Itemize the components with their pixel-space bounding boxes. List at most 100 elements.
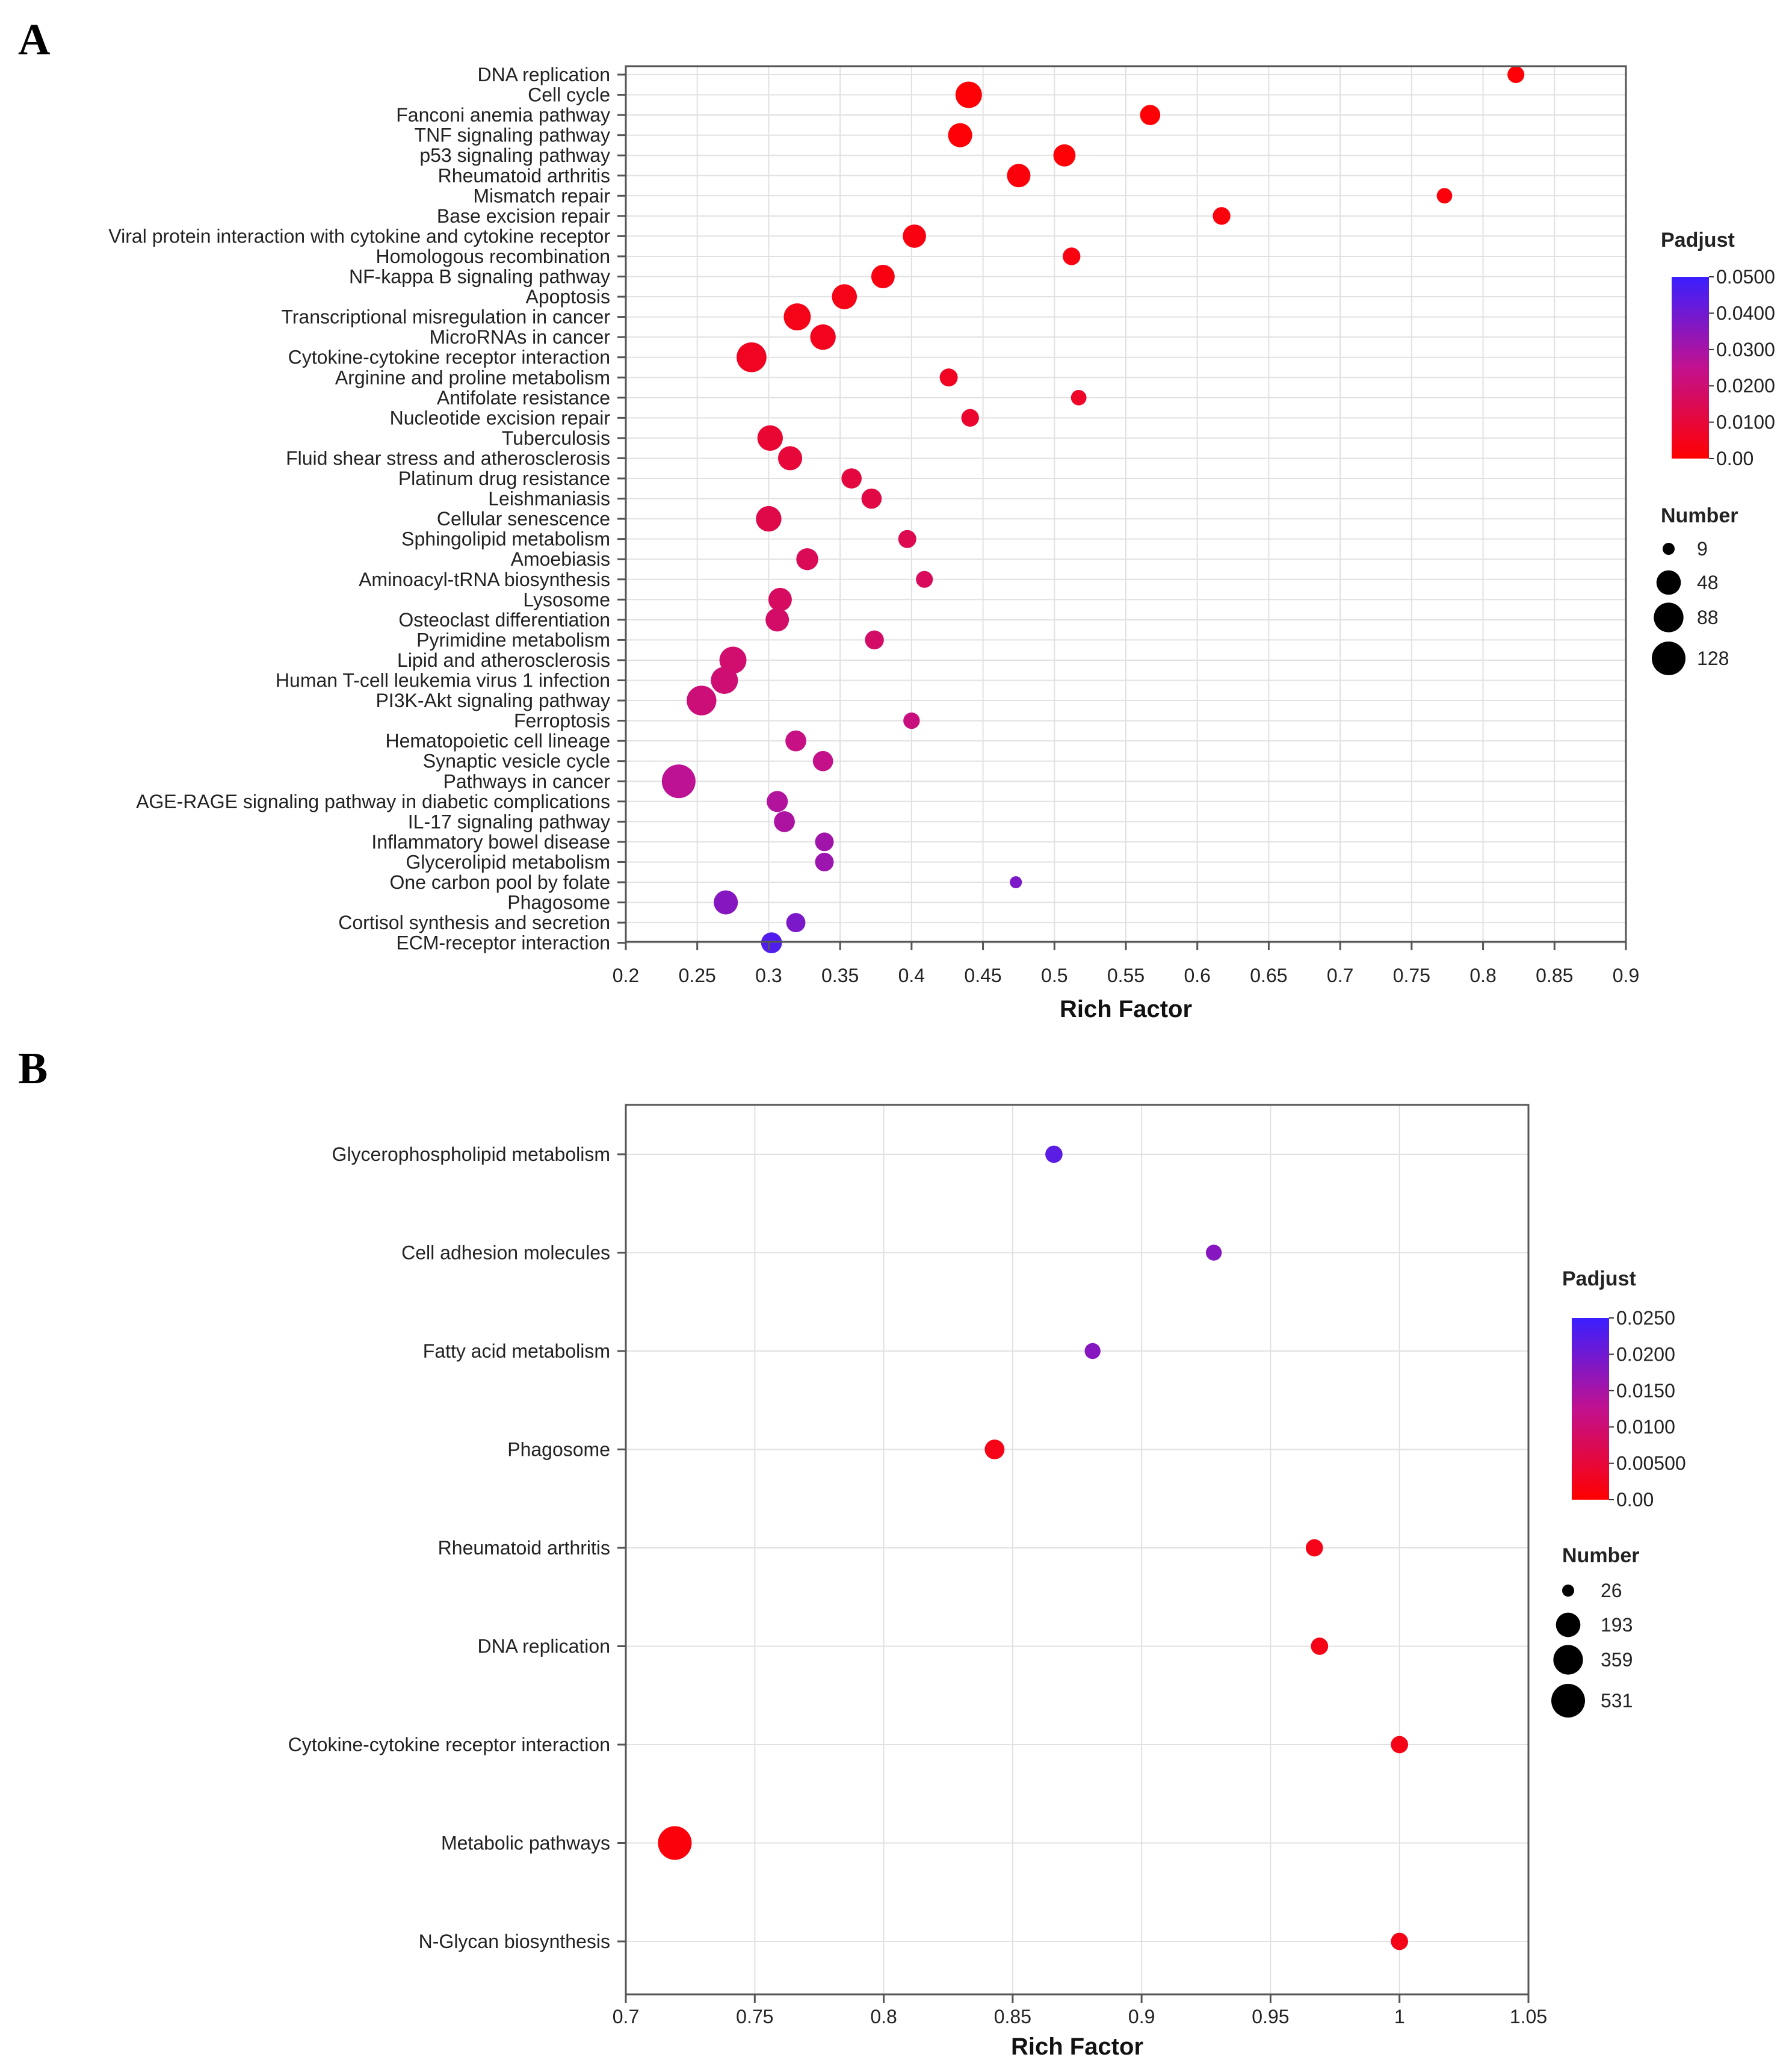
panel-a-padjust-labels: 0.0500 0.0400 0.0300 0.0200 0.0100 0.00 xyxy=(1709,266,1775,469)
size-legend-label: 531 xyxy=(1601,1690,1633,1712)
panel-letter-a: A xyxy=(18,15,50,64)
size-legend-label: 9 xyxy=(1697,538,1708,560)
panel-letter-b: B xyxy=(18,1044,48,1093)
category-label: Nucleotide excision repair xyxy=(390,407,611,428)
x-tick-label: 1 xyxy=(1394,2006,1405,2027)
data-point xyxy=(955,81,982,108)
size-legend-label: 359 xyxy=(1601,1649,1633,1671)
panel-a-grid xyxy=(625,66,1627,944)
colorbar-label: 0.0250 xyxy=(1616,1307,1675,1329)
data-point xyxy=(767,791,788,812)
x-tick-label: 0.95 xyxy=(1252,2006,1289,2027)
data-point xyxy=(984,1440,1005,1459)
panel-b-points xyxy=(658,1145,1409,1950)
category-label: Cytokine-cytokine receptor interaction xyxy=(288,1734,610,1755)
panel-a-number-legend: Number 9 48 88 128 xyxy=(1652,504,1738,675)
data-point xyxy=(661,764,696,799)
size-legend-label: 193 xyxy=(1601,1614,1633,1636)
category-label: MicroRNAs in cancer xyxy=(429,326,610,348)
data-point xyxy=(786,913,806,933)
data-point xyxy=(1045,1145,1063,1163)
x-tick-label: 0.4 xyxy=(898,965,925,986)
size-legend-label: 48 xyxy=(1697,572,1719,593)
category-label: Cell adhesion molecules xyxy=(401,1242,610,1264)
colorbar-label: 0.0300 xyxy=(1716,339,1775,360)
data-point xyxy=(714,890,738,915)
data-point xyxy=(1071,389,1087,406)
colorbar-label: 0.00 xyxy=(1716,448,1753,469)
category-label: Cortisol synthesis and secretion xyxy=(338,912,610,933)
category-label: Amoebiasis xyxy=(511,548,610,570)
category-label: Cytokine-cytokine receptor interaction xyxy=(288,347,610,368)
panel-b-x-axis: 0.7 0.75 0.8 0.85 0.9 0.95 1 1.05 xyxy=(613,1994,1547,2027)
category-label: N-Glycan biosynthesis xyxy=(419,1931,610,1952)
data-point xyxy=(1053,144,1076,167)
data-point xyxy=(815,852,834,871)
category-label: Lysosome xyxy=(523,589,610,610)
category-label: Transcriptional misregulation in cancer xyxy=(281,306,610,328)
category-label: Phagosome xyxy=(507,892,610,914)
size-legend-dot xyxy=(1656,570,1681,595)
panel-b-padjust-legend: Padjust 0.02500.02000.01500.01000.005000… xyxy=(1562,1267,1686,1511)
data-point xyxy=(916,571,933,588)
size-legend-dot xyxy=(1553,1645,1583,1675)
data-point xyxy=(903,224,926,248)
data-point xyxy=(1213,207,1231,225)
data-point xyxy=(778,446,803,471)
panel-b-padjust-legend-title: Padjust xyxy=(1562,1267,1636,1290)
x-tick-label: 0.7 xyxy=(1327,965,1353,986)
x-tick-label: 0.3 xyxy=(755,965,782,986)
category-label: Cellular senescence xyxy=(437,508,610,530)
category-label: p53 signaling pathway xyxy=(419,144,610,166)
data-point xyxy=(898,530,916,548)
size-legend-label: 26 xyxy=(1601,1580,1622,1601)
data-point xyxy=(1140,105,1161,125)
panel-a-number-legend-title: Number xyxy=(1661,504,1738,527)
x-tick-label: 0.45 xyxy=(964,965,1001,986)
category-label: Inflammatory bowel disease xyxy=(371,831,610,853)
category-label: AGE-RAGE signaling pathway in diabetic c… xyxy=(136,791,610,812)
colorbar-label: 0.0100 xyxy=(1616,1416,1675,1438)
panel-a-padjust-legend-title: Padjust xyxy=(1661,229,1735,252)
data-point xyxy=(658,1826,692,1860)
data-point xyxy=(1063,247,1081,265)
x-tick-label: 0.75 xyxy=(736,2006,773,2027)
category-label: PI3K-Akt signaling pathway xyxy=(375,690,610,711)
size-legend-dot xyxy=(1663,543,1675,555)
x-tick-label: 0.2 xyxy=(613,965,639,986)
category-label: Pyrimidine metabolism xyxy=(416,629,610,651)
panel-b-number-legend-title: Number xyxy=(1562,1544,1639,1567)
data-point xyxy=(948,123,972,147)
category-label: Cell cycle xyxy=(528,84,610,106)
panel-a-padjust-colorbar xyxy=(1672,277,1709,459)
category-label: Aminoacyl-tRNA biosynthesis xyxy=(359,569,610,590)
category-label: Leishmaniasis xyxy=(488,488,610,510)
category-label: Fatty acid metabolism xyxy=(423,1340,610,1362)
colorbar-label: 0.0150 xyxy=(1616,1380,1675,1402)
data-point xyxy=(865,630,884,650)
data-point xyxy=(757,425,783,451)
panel-b-x-axis-title: Rich Factor xyxy=(1011,2033,1143,2060)
data-point xyxy=(961,409,979,427)
data-point xyxy=(939,368,958,387)
x-tick-label: 0.65 xyxy=(1250,965,1287,986)
category-label: ECM-receptor interaction xyxy=(396,932,610,954)
data-point xyxy=(1436,188,1453,204)
data-point xyxy=(815,832,834,852)
size-legend-dot xyxy=(1652,642,1685,675)
x-tick-label: 0.7 xyxy=(613,2006,639,2027)
data-point xyxy=(761,932,782,954)
category-label: Arginine and proline metabolism xyxy=(335,366,610,388)
panel-b-padjust-colorbar xyxy=(1572,1318,1609,1500)
data-point xyxy=(1084,1343,1101,1359)
category-label: Lipid and atherosclerosis xyxy=(397,649,610,671)
panel-b-plot-frame xyxy=(625,1104,1530,1996)
panel-b-number-legend: Number 26 193 359 531 xyxy=(1551,1544,1639,1718)
category-label: IL-17 signaling pathway xyxy=(408,811,610,832)
panel-a-x-axis-title: Rich Factor xyxy=(1060,996,1192,1022)
category-label: Platinum drug resistance xyxy=(398,468,610,489)
x-tick-label: 0.75 xyxy=(1393,965,1430,986)
colorbar-label: 0.0400 xyxy=(1716,302,1775,324)
data-point xyxy=(1391,1932,1409,1950)
